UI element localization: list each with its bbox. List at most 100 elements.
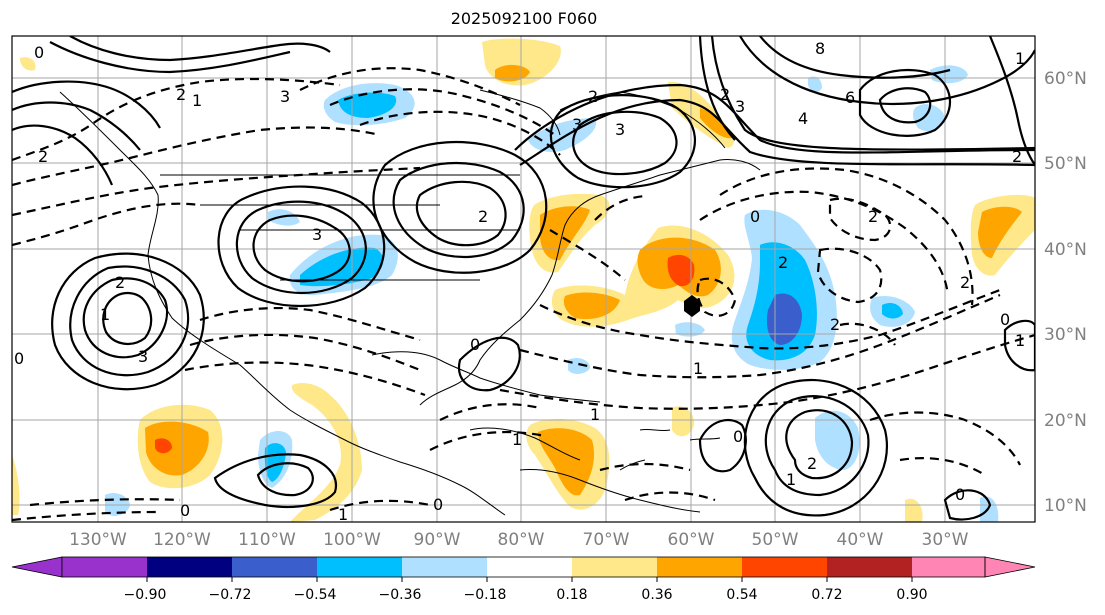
contour-label: 1 [338, 505, 348, 524]
contour-label: 0 [750, 207, 760, 226]
shade-negative-mid-atlantic-peak [766, 293, 802, 345]
contour-label: 2 [588, 87, 598, 106]
contour-label: 2 [38, 147, 48, 166]
lat-label: 30°N [1044, 325, 1087, 345]
lon-label: 120°W [153, 530, 211, 550]
colorbar-bin [572, 557, 657, 577]
contour-label: 1 [512, 430, 522, 449]
contour-label: 0 [433, 495, 443, 514]
contour-label: 0 [733, 427, 743, 446]
colorbar-bin [827, 557, 912, 577]
contour-label: 2 [960, 273, 970, 292]
contour-label: 2 [778, 253, 788, 272]
shade-negative-pacific-east-core [264, 443, 286, 482]
colorbar-tick-label: 0.36 [641, 587, 672, 603]
contour-label: 0 [955, 485, 965, 504]
shade-positive-east-caribbean [672, 406, 695, 437]
contour-label: 1 [590, 405, 600, 424]
colorbar-bin [147, 557, 232, 577]
colorbar-bin [62, 557, 147, 577]
colorbar-tick-label: −0.54 [294, 587, 337, 603]
colorbar-tick-label: 0.90 [896, 587, 927, 603]
shade-positive-far-left [12, 455, 20, 515]
lat-label: 60°N [1044, 69, 1087, 89]
contour-label: 2 [807, 454, 817, 473]
colorbar-bin [912, 557, 985, 577]
shade-negative-mid-atlantic-small-core [882, 303, 903, 319]
contour-label: 0 [1000, 310, 1010, 329]
shade-positive-caribbean-core [538, 428, 595, 496]
latitude-labels: 60°N 50°N 40°N 30°N 20°N 10°N [1044, 69, 1087, 516]
map-plot-area [12, 36, 1035, 522]
shade-positive-east-coast-core [540, 206, 590, 261]
lon-label: 30°W [922, 530, 969, 550]
shade-positive-topleft [20, 57, 36, 71]
colorbar-bin [402, 557, 487, 577]
contour-label: 0 [180, 501, 190, 520]
contours [12, 36, 1035, 522]
contour-label: 2 [1012, 147, 1022, 166]
colorbar-tick-label: 0.72 [811, 587, 842, 603]
contour-label: 3 [572, 115, 582, 134]
shade-negative-bottom-right [980, 496, 999, 522]
contour-label: 1 [192, 91, 202, 110]
contour-label: 2 [868, 207, 878, 226]
map-frame [11, 35, 1036, 523]
contour-label: 2 [115, 273, 125, 292]
contour-label: 0 [470, 335, 480, 354]
contour-label: 3 [735, 97, 745, 116]
contour-label: 3 [138, 347, 148, 366]
contour-label: 0 [14, 349, 24, 368]
lon-label: 130°W [69, 530, 127, 550]
shade-positive-atlantic-center-peak [667, 254, 695, 287]
shade-negative-atlantic-small [675, 322, 705, 337]
shade-positive-east-atlantic-core [978, 206, 1022, 258]
shade-negative-plains-core [300, 247, 384, 287]
shade-positive-pacific-south-core [145, 421, 209, 476]
lon-label: 50°W [752, 530, 799, 550]
shade-negative-topleft [808, 76, 822, 92]
contour-label: 1 [1015, 331, 1025, 350]
contour-label: 1 [1015, 49, 1025, 68]
contour-label: 0 [34, 43, 44, 62]
contour-label: 3 [615, 120, 625, 139]
colorbar-tick-label: −0.90 [124, 587, 167, 603]
map-title: 2025092100 F060 [450, 9, 598, 28]
contour-label: 6 [845, 88, 855, 107]
lon-label: 60°W [668, 530, 715, 550]
lat-label: 20°N [1044, 411, 1087, 431]
shade-negative-plains-rim [268, 209, 300, 226]
shade-negative-caribbean-small [568, 357, 590, 374]
contour-label: 8 [815, 39, 825, 58]
colorbar-tick-label: 0.18 [556, 587, 587, 603]
colorbar-over-triangle [984, 556, 1036, 578]
colorbar: −0.90 −0.72 −0.54 −0.36 −0.18 0.18 0.36 … [11, 556, 1036, 603]
colorbar-bin [742, 557, 827, 577]
contour-label: 2 [720, 85, 730, 104]
contour-label: 1 [693, 359, 703, 378]
longitude-labels: 130°W 120°W 110°W 100°W 90°W 80°W 70°W 6… [69, 530, 969, 550]
shade-negative-hudson-core [338, 92, 397, 118]
colorbar-bin [657, 557, 742, 577]
colorbar-bin [317, 557, 402, 577]
lat-label: 50°N [1044, 154, 1087, 174]
contour-label: 1 [786, 470, 796, 489]
shade-negative-iceland [913, 104, 945, 132]
shade-negative-south-atlantic [815, 410, 860, 470]
contour-label: 3 [312, 225, 322, 244]
contour-label: 1 [100, 305, 110, 324]
storm-marker [684, 295, 700, 317]
lat-label: 40°N [1044, 240, 1087, 260]
shade-positive-mexico [290, 383, 362, 522]
colorbar-tick-label: 0.54 [726, 587, 757, 603]
lon-label: 110°W [238, 530, 296, 550]
colorbar-under-triangle [11, 556, 63, 578]
shade-positive-maine [700, 108, 732, 139]
colorbar-bin [232, 557, 317, 577]
shade-positive-pacific-south-peak [155, 438, 172, 454]
lon-label: 100°W [323, 530, 381, 550]
lon-label: 80°W [498, 530, 545, 550]
lon-label: 40°W [837, 530, 884, 550]
lat-label: 10°N [1044, 496, 1087, 516]
